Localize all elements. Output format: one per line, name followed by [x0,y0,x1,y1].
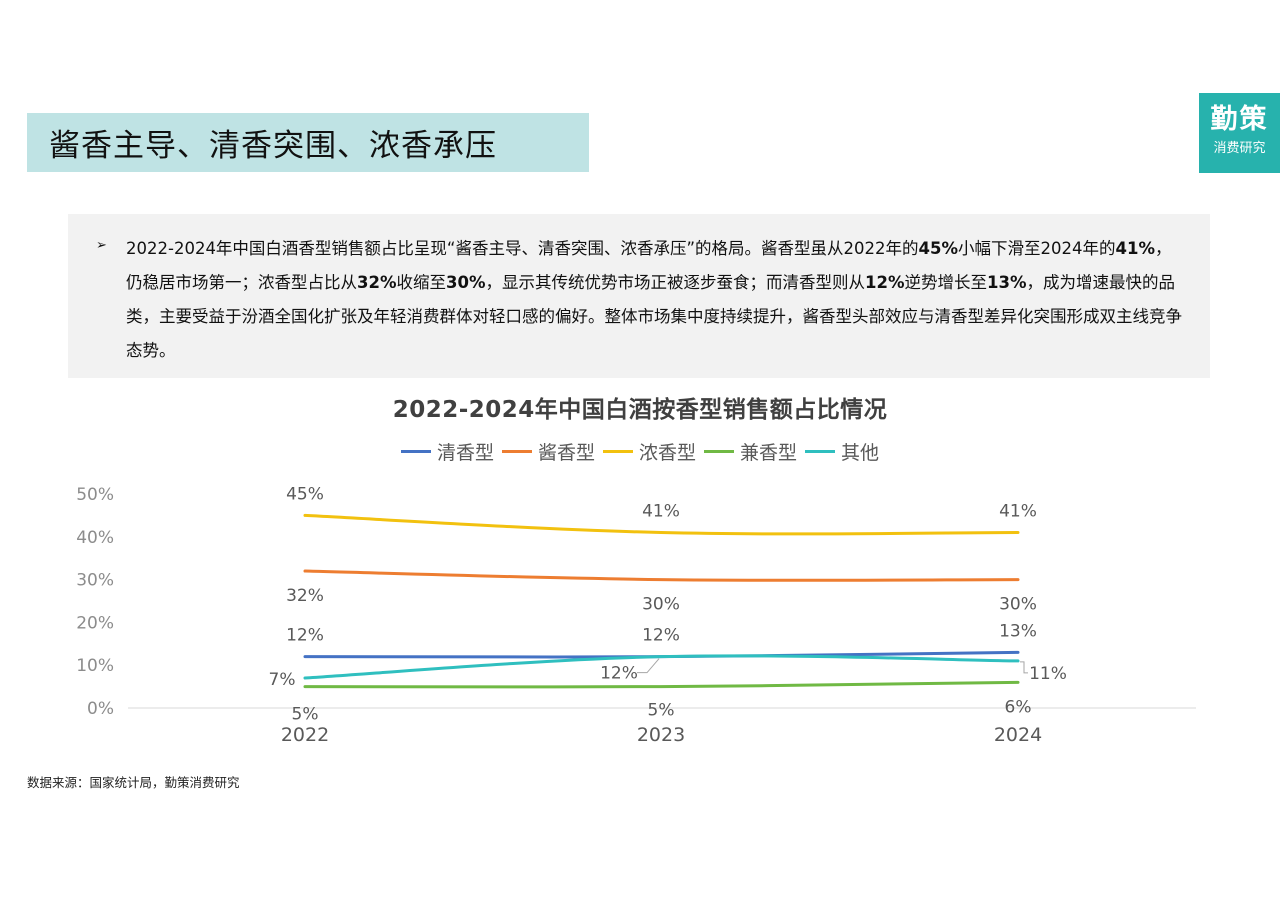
legend-item: 浓香型 [602,438,696,465]
series-line [303,569,1020,582]
logo-mark: 勤策 [1210,104,1269,135]
summary-seg: 小幅下滑至2024年的 [958,239,1116,258]
legend-item: 酱香型 [501,438,595,465]
series-line [303,654,1020,680]
y-tick-label: 10% [76,656,114,676]
summary-text: 2022-2024年中国白酒香型销售额占比呈现“酱香主导、清香突围、浓香承压”的… [126,232,1186,368]
summary-highlight: 41% [1115,239,1156,258]
data-label: 41% [642,502,680,522]
chart-title: 2022-2024年中国白酒按香型销售额占比情况 [392,397,888,423]
brand-logo: 勤策 消费研究 [1199,93,1280,173]
summary-seg: ，成为增速最快的品类，主要受益于汾酒全国化扩张及年轻消费群体对轻口感的偏好。整体… [126,273,1182,360]
series-line [303,680,1020,689]
legend-swatch [400,450,431,453]
summary-seg: 收缩至 [396,273,447,292]
x-tick-label: 2023 [637,724,685,746]
summary-highlight: 30% [446,273,486,292]
leader-line [637,658,660,674]
data-label: 30% [642,595,680,615]
legend-swatch [602,450,633,453]
data-label: 6% [1005,697,1032,717]
y-tick-label: 50% [76,485,114,505]
headline-banner: 酱香主导、清香突围、浓香承压 [27,113,589,172]
data-label: 45% [286,484,324,504]
data-label: 13% [999,621,1037,641]
legend-swatch [501,450,532,453]
data-label: 12% [600,664,638,684]
series-line [303,513,1020,536]
summary-highlight: 12% [865,273,905,292]
legend-item: 兼香型 [704,438,797,465]
summary-seg: 逆势增长至 [904,273,988,292]
legend-label: 浓香型 [638,442,696,464]
data-label: 5% [292,705,319,725]
summary-seg: 2022-2024年中国白酒香型销售额占比呈现“酱香主导、清香突围、浓香承压”的… [126,239,919,258]
page-title: 酱香主导、清香突围、浓香承压 [49,128,497,164]
legend-label: 兼香型 [740,442,798,464]
x-tick-label: 2022 [281,724,329,746]
legend-label: 清香型 [436,442,494,464]
legend-label: 其他 [841,442,880,464]
chart-legend: 清香型 酱香型 浓香型 兼香型 其他 [0,438,1280,465]
x-tick-label: 2024 [994,724,1042,746]
leader-line [1020,661,1028,674]
summary-box: ➢ 2022-2024年中国白酒香型销售额占比呈现“酱香主导、清香突围、浓香承压… [68,214,1210,378]
y-tick-label: 40% [76,528,114,548]
data-label: 7% [269,670,296,690]
data-label: 30% [999,595,1037,615]
legend-label: 酱香型 [537,442,595,464]
data-label: 5% [648,701,675,721]
summary-highlight: 32% [357,273,397,292]
arrow-bullet-icon: ➢ [96,238,107,253]
data-label: 41% [999,502,1037,522]
y-tick-label: 0% [87,699,114,719]
data-source-note: 数据来源：国家统计局，勤策消费研究 [27,775,240,790]
data-label: 32% [286,586,324,606]
legend-swatch [704,450,734,453]
data-label: 11% [1029,664,1067,684]
y-tick-label: 20% [76,613,114,633]
data-label: 12% [286,626,324,646]
logo-subtitle: 消费研究 [1213,141,1266,156]
legend-item: 其他 [805,438,879,465]
summary-highlight: 13% [987,273,1027,292]
legend-swatch [805,450,836,453]
summary-seg: ，仍稳居市场第一；浓香型占比从 [126,239,1172,292]
y-tick-label: 30% [76,571,114,591]
summary-seg: ，显示其传统优势市场正被逐步蚕食；而清香型则从 [485,273,866,292]
data-label: 12% [642,626,680,646]
legend-item: 清香型 [400,438,494,465]
summary-highlight: 45% [918,239,959,258]
